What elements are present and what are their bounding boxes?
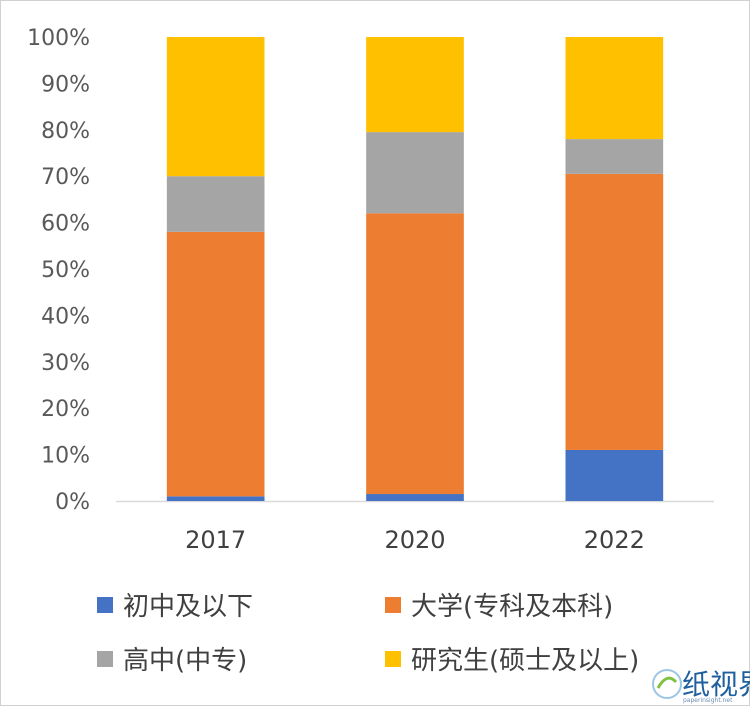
y-tick-label: 10% [41, 444, 90, 469]
legend-swatch [97, 651, 113, 667]
legend-swatch [97, 597, 113, 613]
bar-segment [565, 449, 664, 501]
watermark-text: 纸视界 [682, 668, 750, 701]
watermark-subtext: paperinsight.net [683, 697, 733, 704]
watermark-leaf-icon [656, 676, 678, 689]
y-tick-label: 40% [41, 304, 90, 329]
y-axis-ticks: 0% 10% 20% 30% 40% 50% 60% 70% 80% 90% 100% [27, 26, 90, 515]
bar-segment [166, 176, 265, 232]
bar-segment [565, 139, 664, 174]
y-tick-label: 70% [41, 165, 90, 190]
y-tick-label: 80% [41, 119, 90, 144]
y-tick-label: 0% [55, 490, 90, 515]
x-axis-categories: 2017 2020 2022 [185, 526, 645, 554]
legend-swatch [385, 651, 401, 667]
x-category-label: 2017 [185, 526, 246, 554]
legend-swatch [385, 597, 401, 613]
bar-segment [166, 496, 265, 501]
y-tick-label: 30% [41, 351, 90, 376]
bar-segment [565, 37, 664, 140]
y-tick-label: 60% [41, 212, 90, 237]
y-tick-label: 100% [27, 26, 90, 51]
legend-label: 研究生(硕士及以上) [411, 646, 639, 676]
bar-segment [565, 173, 664, 450]
y-tick-label: 50% [41, 258, 90, 283]
y-tick-label: 20% [41, 397, 90, 422]
legend-label: 高中(中专) [123, 646, 247, 676]
bars [166, 37, 664, 501]
bar-segment [166, 37, 265, 177]
legend-label: 大学(专科及本科) [411, 592, 613, 622]
bar-segment [366, 132, 464, 214]
watermark: 纸视界 paperinsight.net [652, 668, 750, 704]
bar-segment [366, 213, 464, 495]
x-category-label: 2020 [384, 526, 445, 554]
bar-segment [366, 494, 464, 501]
watermark-logo-icon [652, 669, 682, 699]
y-tick-label: 90% [41, 72, 90, 97]
bar-segment [166, 231, 265, 497]
legend-label: 初中及以下 [123, 592, 253, 622]
legend: 初中及以下 大学(专科及本科) 高中(中专) 研究生(硕士及以上) [97, 592, 639, 676]
bar-segment [366, 37, 464, 133]
x-category-label: 2022 [584, 526, 645, 554]
